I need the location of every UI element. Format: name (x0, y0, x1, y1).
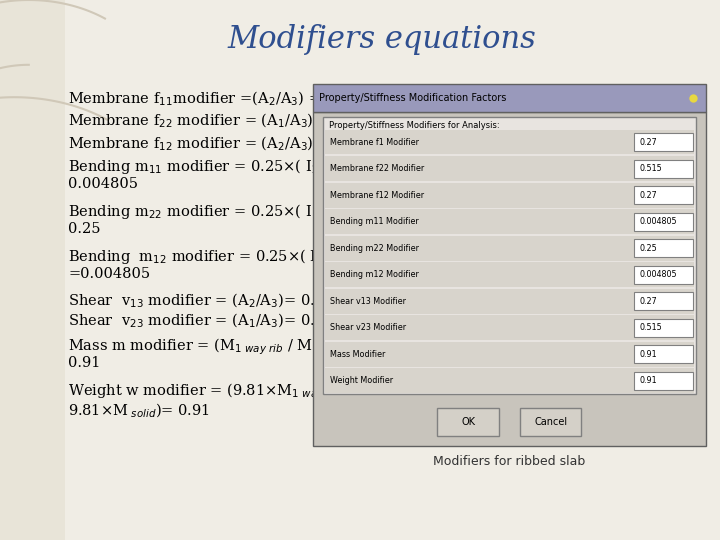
Text: Bending m11 Modifier: Bending m11 Modifier (330, 218, 419, 226)
Text: 0.91: 0.91 (639, 376, 657, 386)
FancyBboxPatch shape (325, 289, 694, 314)
Text: Shear v23 Modifier: Shear v23 Modifier (330, 323, 407, 333)
Text: 0.515: 0.515 (639, 323, 662, 333)
Text: 0.25: 0.25 (68, 222, 101, 236)
Text: 0.004805: 0.004805 (639, 218, 677, 226)
Text: Modifiers for ribbed slab: Modifiers for ribbed slab (433, 455, 585, 468)
Text: Bending m$_{11}$ modifier = 0.25×( I$_2$/ I$_3$) =: Bending m$_{11}$ modifier = 0.25×( I$_2$… (68, 157, 364, 176)
Text: Mass Modifier: Mass Modifier (330, 350, 386, 359)
Text: Property/Stiffness Modifiers for Analysis:: Property/Stiffness Modifiers for Analysi… (329, 122, 500, 131)
Text: 0.515: 0.515 (639, 164, 662, 173)
Text: Membrane f22 Modifier: Membrane f22 Modifier (330, 164, 425, 173)
FancyBboxPatch shape (634, 292, 693, 310)
Text: 0.25: 0.25 (639, 244, 657, 253)
Text: 0.004805: 0.004805 (68, 177, 138, 191)
Text: Membrane f$_{11}$modifier =(A$_2$/A$_3$) = 0.27: Membrane f$_{11}$modifier =(A$_2$/A$_3$)… (68, 89, 359, 107)
Text: Modifiers equations: Modifiers equations (228, 24, 536, 55)
FancyBboxPatch shape (325, 368, 694, 393)
Text: 0.004805: 0.004805 (639, 271, 677, 279)
Text: Shear v13 Modifier: Shear v13 Modifier (330, 297, 407, 306)
Text: Property/Stiffness Modification Factors: Property/Stiffness Modification Factors (319, 93, 506, 103)
FancyBboxPatch shape (0, 0, 65, 540)
FancyBboxPatch shape (325, 342, 694, 367)
FancyBboxPatch shape (325, 235, 694, 260)
Text: 0.91: 0.91 (639, 350, 657, 359)
FancyBboxPatch shape (313, 112, 706, 446)
Text: 9.81×M$_{\ solid}$)= 0.91: 9.81×M$_{\ solid}$)= 0.91 (68, 401, 210, 420)
FancyBboxPatch shape (634, 266, 693, 284)
FancyBboxPatch shape (325, 130, 694, 154)
FancyBboxPatch shape (634, 346, 693, 363)
FancyBboxPatch shape (634, 160, 693, 178)
Text: Bending m$_{22}$ modifier = 0.25×( I$_1$/ I$_3$) =: Bending m$_{22}$ modifier = 0.25×( I$_1$… (68, 202, 364, 221)
FancyBboxPatch shape (325, 262, 694, 287)
Text: Weight Modifier: Weight Modifier (330, 376, 394, 386)
FancyBboxPatch shape (634, 186, 693, 204)
FancyBboxPatch shape (313, 84, 706, 112)
Text: Membrane f$_{22}$ modifier = (A$_1$/A$_3$)=0.515: Membrane f$_{22}$ modifier = (A$_1$/A$_3… (68, 112, 368, 130)
Text: Shear  v$_{23}$ modifier = (A$_1$/A$_3$)= 0.515: Shear v$_{23}$ modifier = (A$_1$/A$_3$)=… (68, 312, 343, 330)
Text: Shear  v$_{13}$ modifier = (A$_2$/A$_3$)= 0.27: Shear v$_{13}$ modifier = (A$_2$/A$_3$)=… (68, 292, 334, 310)
FancyBboxPatch shape (634, 239, 693, 258)
Text: 0.27: 0.27 (639, 191, 657, 200)
FancyBboxPatch shape (634, 133, 693, 151)
Text: Cancel: Cancel (534, 417, 567, 427)
Text: 0.91: 0.91 (68, 356, 101, 370)
FancyBboxPatch shape (634, 372, 693, 390)
Text: Bending m22 Modifier: Bending m22 Modifier (330, 244, 420, 253)
Text: Bending m12 Modifier: Bending m12 Modifier (330, 271, 419, 279)
FancyBboxPatch shape (323, 117, 696, 394)
Text: =0.004805: =0.004805 (68, 267, 150, 281)
FancyBboxPatch shape (325, 315, 694, 340)
FancyBboxPatch shape (634, 213, 693, 231)
FancyBboxPatch shape (325, 209, 694, 234)
Text: Weight w modifier = (9.81×M$_{1\ way\ rib}$/: Weight w modifier = (9.81×M$_{1\ way\ ri… (68, 381, 347, 402)
Text: Membrane f$_{12}$ modifier = (A$_2$/A$_3$) = 0.27: Membrane f$_{12}$ modifier = (A$_2$/A$_3… (68, 134, 368, 153)
FancyBboxPatch shape (521, 408, 582, 436)
Text: Membrane f1 Modifier: Membrane f1 Modifier (330, 138, 420, 147)
Text: OK: OK (461, 417, 475, 427)
Text: Membrane f12 Modifier: Membrane f12 Modifier (330, 191, 425, 200)
FancyBboxPatch shape (325, 156, 694, 181)
Text: Bending  m$_{12}$ modifier = 0.25×( I$_2$/ I$_3$): Bending m$_{12}$ modifier = 0.25×( I$_2$… (68, 247, 352, 266)
Text: 0.27: 0.27 (639, 297, 657, 306)
Text: Mass m modifier = (M$_{1\ way\ rib}$ / M$_{\ solid}$) =: Mass m modifier = (M$_{1\ way\ rib}$ / M… (68, 336, 363, 357)
FancyBboxPatch shape (634, 319, 693, 337)
FancyBboxPatch shape (325, 183, 694, 207)
FancyBboxPatch shape (438, 408, 498, 436)
Text: 0.27: 0.27 (639, 138, 657, 147)
